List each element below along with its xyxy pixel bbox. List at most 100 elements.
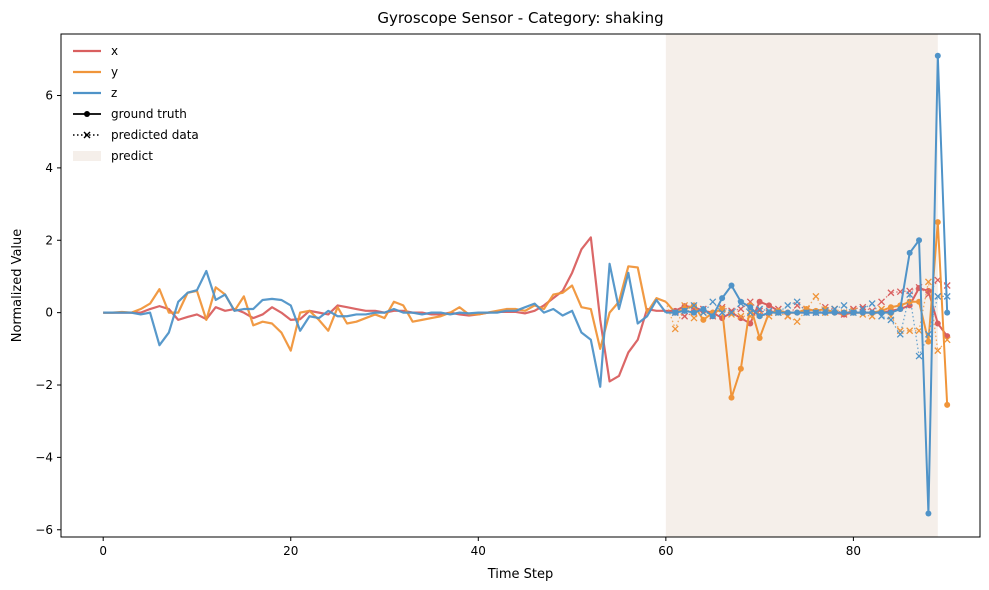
- series-y-predicted-point-stroke-b: [812, 292, 820, 300]
- series-y-truth-point: [728, 394, 735, 401]
- series-z-truth-point: [690, 309, 697, 316]
- legend-y-label: y: [111, 65, 118, 79]
- series-y-truth-point: [944, 401, 951, 408]
- series-z-truth-point: [831, 309, 838, 316]
- x-axis-label: Time Step: [487, 567, 554, 582]
- series-z-truth-point: [859, 309, 866, 316]
- series-y-predicted-point-stroke-b: [915, 327, 923, 335]
- series-z-truth-point: [719, 295, 726, 302]
- x-tick-label: 40: [471, 544, 486, 558]
- series-z-predicted-point: [756, 305, 764, 313]
- series-z-predicted-point: [793, 298, 801, 306]
- series-z-predicted-point-stroke-b: [784, 301, 792, 309]
- series-y-predicted-point-stroke-b: [906, 327, 914, 335]
- series-z-predicted-point: [690, 301, 698, 309]
- series-x-truth-point: [766, 302, 773, 309]
- series-z-predicted-point: [906, 291, 914, 299]
- series-z-truth-point: [822, 309, 829, 316]
- y-tick-label: −4: [35, 450, 53, 464]
- series-z-predicted-point: [709, 298, 717, 306]
- series-z-predicted-point: [718, 309, 726, 317]
- y-tick-label: 4: [45, 161, 53, 175]
- series-x-truth-point: [737, 315, 744, 322]
- series-z-predicted-point: [728, 309, 735, 317]
- series-z-predicted-point-stroke-b: [728, 309, 735, 317]
- series-z-predicted-point-stroke-b: [915, 352, 923, 360]
- series-z-predicted-point: [887, 316, 895, 324]
- series-z-truth-point: [878, 309, 885, 316]
- series-x-predicted-point: [681, 312, 689, 320]
- series-y-predicted-point-stroke-b: [671, 325, 679, 333]
- series-z-truth-point: [747, 304, 754, 311]
- series-x-truth-point: [934, 320, 941, 327]
- series-x-predicted-point: [878, 298, 885, 306]
- series-x-truth-point: [756, 298, 763, 305]
- series-x-predicted-point-stroke-b: [896, 288, 904, 296]
- series-z-predicted-point-stroke-b: [887, 316, 895, 324]
- series-z-predicted-point-stroke-b: [906, 291, 914, 299]
- legend: x y z ground truth predicted data predic…: [73, 44, 199, 163]
- series-z-truth-point: [709, 313, 716, 320]
- series-y-predicted-point: [812, 292, 820, 300]
- series-y-predicted-point: [737, 312, 745, 320]
- series-y-predicted-point: [793, 318, 801, 326]
- series-z-predicted-point-stroke-b: [690, 301, 698, 309]
- series-x-predicted-point-stroke-b: [859, 303, 867, 311]
- series-z-truth-point: [794, 309, 801, 316]
- series-z-history-line: [103, 262, 667, 388]
- series-y-predicted-point-stroke-b: [924, 278, 932, 286]
- series-z-predicted-point-stroke-b: [896, 330, 904, 338]
- series-z-truth-point: [775, 309, 782, 316]
- x-tick-label: 80: [846, 544, 861, 558]
- series-z-truth-point: [756, 313, 763, 320]
- series-z-truth-point: [887, 309, 894, 316]
- x-tick-label: 0: [99, 544, 107, 558]
- series-z-predicted-point-stroke-b: [793, 298, 801, 306]
- series-z-predicted-point: [924, 330, 932, 338]
- series-x-predicted-point-stroke-b: [887, 289, 895, 297]
- series-z-truth-point: [803, 309, 810, 316]
- y-axis-label: Normalized Value: [10, 229, 25, 343]
- legend-ground-truth-label: ground truth: [111, 107, 187, 121]
- series-z-truth-point: [925, 510, 932, 517]
- y-tick-label: −2: [35, 378, 53, 392]
- series-z-truth-point: [944, 309, 951, 316]
- series-y-predicted-point: [924, 278, 932, 286]
- series-y-truth-point: [700, 316, 707, 323]
- series-z-predicted-point-stroke-b: [868, 300, 876, 308]
- series-z-truth-point: [934, 52, 941, 59]
- series-x-predicted-point-stroke-b: [737, 305, 745, 313]
- series-y-predicted-point-stroke-b: [793, 318, 801, 326]
- series-y-truth-point: [737, 365, 744, 372]
- legend-predicted-marker: [83, 131, 91, 139]
- legend-predict-swatch: [73, 151, 101, 161]
- series-y-predicted-point: [671, 325, 679, 333]
- series-z-truth-point: [700, 306, 707, 313]
- x-tick-label: 60: [658, 544, 673, 558]
- series-z-truth-point: [784, 309, 791, 316]
- legend-x-label: x: [111, 44, 118, 58]
- predict-region: [665, 34, 938, 537]
- series-y-predicted-point: [728, 310, 735, 318]
- series-y-truth-point: [756, 334, 763, 341]
- series-z-predicted-point-stroke-b: [709, 298, 717, 306]
- legend-ground-truth-marker: [84, 111, 90, 117]
- y-tick-label: 0: [45, 306, 53, 320]
- series-x-predicted-point: [859, 303, 867, 311]
- y-tick-label: 2: [45, 233, 53, 247]
- series-z-truth-point: [728, 282, 735, 289]
- series-z-predicted-point: [915, 352, 923, 360]
- series-z-predicted-point-stroke-b: [756, 305, 764, 313]
- series-y-truth-point: [887, 304, 894, 311]
- plot-area: 0 20 40 60 80 −6 −4 −2 0 2 4 6: [35, 33, 981, 558]
- series-y-predicted-point-stroke-b: [728, 310, 735, 318]
- series-z-truth-point: [672, 309, 679, 316]
- series-z-predicted-point: [934, 292, 942, 300]
- series-z-truth-point: [897, 306, 904, 313]
- series-z-predicted-point-stroke-b: [840, 301, 848, 309]
- series-z-predicted-point: [784, 301, 792, 309]
- y-tick-label: 6: [45, 89, 53, 103]
- series-y-predicted-point: [690, 314, 698, 322]
- legend-predict-label: predict: [111, 149, 153, 163]
